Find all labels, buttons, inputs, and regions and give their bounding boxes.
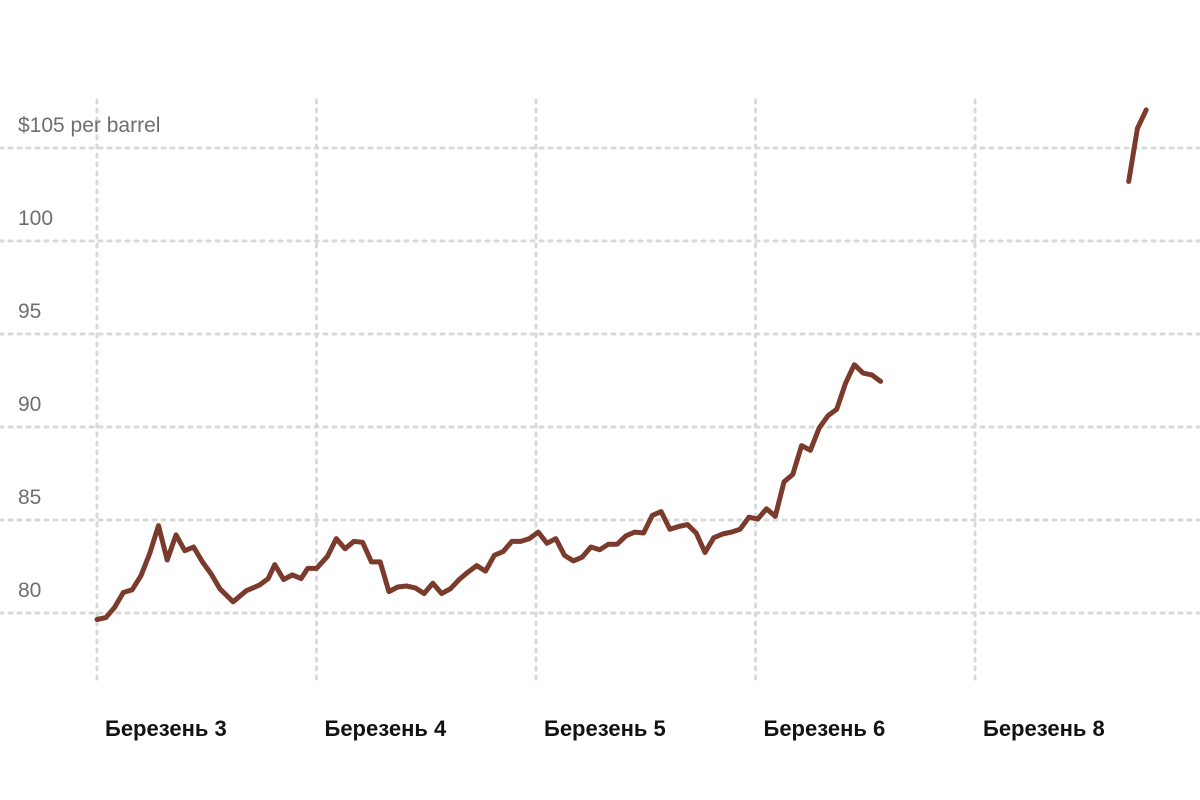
y-tick-label: 90 [18,393,41,416]
x-tick-label: Березень 5 [544,716,666,741]
x-axis-tick-labels: Березень 3 Березень 4 Березень 5 Березень 6… [105,716,1105,741]
grid [0,98,1200,682]
y-tick-label: 95 [18,300,41,323]
price-line-segment [1126,107,1149,184]
series-layer [94,107,1149,622]
x-tick-label: Березень 3 [105,716,227,741]
y-tick-label: 100 [18,207,53,230]
y-tick-label: 85 [18,486,41,509]
x-tick-label: Березень 6 [764,716,886,741]
price-line-segment [94,362,884,622]
y-axis-tick-labels: 80 85 90 95 100 $105 per barrel [18,114,160,602]
y-tick-label: 80 [18,579,41,602]
x-tick-label: Березень 4 [325,716,448,741]
y-tick-label: $105 per barrel [18,114,160,137]
x-tick-label: Березень 8 [983,716,1105,741]
